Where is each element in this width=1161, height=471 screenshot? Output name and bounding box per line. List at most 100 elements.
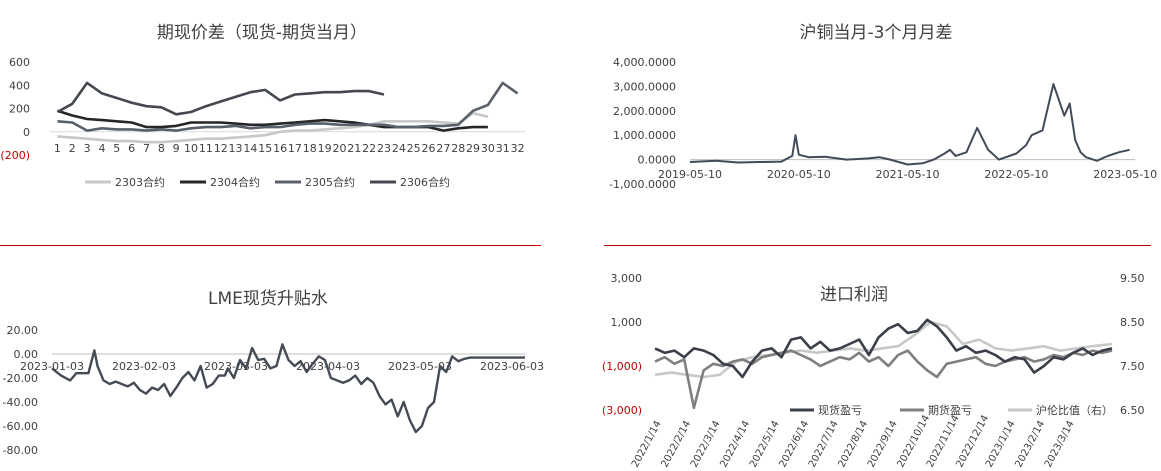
- legend-label: 现货盈亏: [818, 403, 862, 417]
- basis-x-tick: 2: [69, 142, 76, 155]
- basis-x-tick: 11: [199, 142, 213, 155]
- basis-series-line: [56, 81, 385, 116]
- spread-y-tick: -1,000.0000: [609, 178, 676, 191]
- divider-right: [604, 245, 1151, 246]
- basis-y-tick: 400: [9, 79, 30, 92]
- lme-x-tick: 2023-03-03: [204, 360, 268, 373]
- basis-x-tick: 30: [481, 142, 495, 155]
- lme-series-line: [51, 343, 525, 434]
- legend-label: 2303合约: [115, 175, 165, 189]
- spread-y-tick: 3,000.0000: [613, 80, 676, 93]
- basis-x-tick: 6: [128, 142, 135, 155]
- basis-x-tick: 9: [173, 142, 180, 155]
- basis-chart: 期现价差（现货-期货当月） 600 400 200 0 (200) 1 2 3 4 5 6 7 8 9 10…: [0, 23, 525, 189]
- basis-series-line: [57, 81, 519, 132]
- lme-y-tick: -20.00: [3, 372, 38, 385]
- basis-x-tick: 17: [288, 142, 302, 155]
- basis-series-line: [57, 111, 489, 144]
- import-x-tick: 2022/8/14: [836, 419, 870, 469]
- divider-left: [0, 245, 541, 246]
- import-series-line: [654, 320, 1113, 379]
- import-chart-panel: 进口利润 3,000 1,000 (1,000) (3,000) 9.50 8.50 7.5…: [600, 250, 1161, 471]
- basis-x-tick: 8: [158, 142, 165, 155]
- import-x-tick: 2022/6/14: [777, 419, 811, 469]
- basis-x-tick: 7: [143, 142, 150, 155]
- basis-chart-title: 期现价差（现货-期货当月）: [157, 23, 367, 43]
- lme-y-tick: -60.00: [3, 420, 38, 433]
- import-series-line: [654, 318, 1113, 379]
- spread-series-line: [689, 83, 1130, 166]
- import-x-tick: 2023/1/14: [984, 419, 1018, 469]
- spread-x-tick: 2021-05-10: [876, 168, 940, 181]
- import-x-tick: 2022/9/14: [866, 419, 900, 469]
- basis-x-tick: 5: [113, 142, 120, 155]
- import-x-tick: 2023/3/14: [1043, 419, 1077, 469]
- lme-x-tick: 2023-05-03: [388, 360, 452, 373]
- basis-x-tick: 32: [511, 142, 525, 155]
- basis-x-tick: 12: [214, 142, 228, 155]
- import-y2-tick: 7.50: [1120, 360, 1145, 373]
- basis-x-tick: 15: [258, 142, 272, 155]
- spread-y-tick: 2,000.0000: [613, 105, 676, 118]
- legend-label: 期货盈亏: [928, 403, 972, 417]
- basis-x-tick: 20: [332, 142, 346, 155]
- import-y2-tick: 6.50: [1120, 404, 1145, 417]
- import-y-tick: 3,000: [611, 272, 643, 285]
- basis-x-tick: 28: [451, 142, 465, 155]
- lme-y-tick: -40.00: [3, 396, 38, 409]
- basis-x-tick: 22: [362, 142, 376, 155]
- basis-y-tick: 200: [9, 103, 30, 116]
- basis-chart-panel: 期现价差（现货-期货当月） 600 400 200 0 (200) 1 2 3 4 5 6 7 8 9 10…: [0, 0, 545, 235]
- lme-x-tick: 2023-02-03: [112, 360, 176, 373]
- basis-x-tick: 19: [318, 142, 332, 155]
- import-series-line: [654, 349, 1113, 410]
- import-x-tick: 2022/5/14: [748, 419, 782, 469]
- lme-chart-panel: LME现货升贴水 20.00 0.00 -20.00 -40.00 -60.00 -80.…: [0, 250, 545, 471]
- import-y2-tick: 9.50: [1120, 272, 1145, 285]
- import-x-tick: 2022/1/14: [630, 419, 664, 469]
- basis-x-tick: 26: [422, 142, 436, 155]
- basis-y-tick: 600: [9, 56, 30, 69]
- basis-x-tick: 23: [377, 142, 391, 155]
- basis-x-tick: 10: [184, 142, 198, 155]
- spread-chart: 沪铜当月-3个月月差 4,000.0000 3,000.0000 2,000.000…: [609, 23, 1157, 191]
- spread-y-tick: 4,000.0000: [613, 56, 676, 69]
- import-y-tick: (1,000): [602, 360, 642, 373]
- lme-x-tick: 2023-06-03: [480, 360, 544, 373]
- import-y-tick: (3,000): [602, 404, 642, 417]
- basis-x-tick: 3: [84, 142, 91, 155]
- legend-label: 沪伦比值（右）: [1036, 403, 1113, 417]
- import-y-tick: 1,000: [611, 316, 643, 329]
- basis-x-tick: 31: [496, 142, 510, 155]
- lme-chart: LME现货升贴水 20.00 0.00 -20.00 -40.00 -60.00 -80.…: [3, 289, 544, 457]
- lme-y-tick: 0.00: [14, 348, 39, 361]
- import-x-tick: 2023/2/14: [1013, 419, 1047, 469]
- basis-x-tick: 18: [303, 142, 317, 155]
- import-chart: 进口利润 3,000 1,000 (1,000) (3,000) 9.50 8.50 7.5…: [602, 272, 1145, 469]
- basis-x-tick: 25: [407, 142, 421, 155]
- basis-x-tick: 13: [229, 142, 243, 155]
- import-x-tick: 2022/7/14: [807, 419, 841, 469]
- import-x-tick: 2022/3/14: [689, 419, 723, 469]
- basis-x-tick: 29: [466, 142, 480, 155]
- spread-x-tick: 2019-05-10: [658, 168, 722, 181]
- lme-y-tick: -80.00: [3, 444, 38, 457]
- basis-x-tick: 27: [436, 142, 450, 155]
- basis-x-tick: 14: [243, 142, 257, 155]
- spread-x-tick: 2023-05-10: [1093, 168, 1157, 181]
- spread-x-tick: 2020-05-10: [767, 168, 831, 181]
- basis-y-tick: 0: [23, 126, 30, 139]
- spread-y-tick: 1,000.0000: [613, 129, 676, 142]
- legend-label: 2304合约: [210, 175, 260, 189]
- basis-x-tick: 4: [98, 142, 105, 155]
- import-y2-tick: 8.50: [1120, 316, 1145, 329]
- basis-x-tick: 24: [392, 142, 406, 155]
- basis-y-tick: (200): [0, 149, 30, 162]
- lme-chart-title: LME现货升贴水: [208, 289, 328, 309]
- basis-x-tick: 21: [347, 142, 361, 155]
- spread-x-tick: 2022-05-10: [984, 168, 1048, 181]
- lme-y-tick: 20.00: [7, 324, 39, 337]
- spread-y-tick: 0.0000: [638, 154, 677, 167]
- import-x-tick: 2022/4/14: [718, 419, 752, 469]
- import-x-tick: 2022/2/14: [659, 419, 693, 469]
